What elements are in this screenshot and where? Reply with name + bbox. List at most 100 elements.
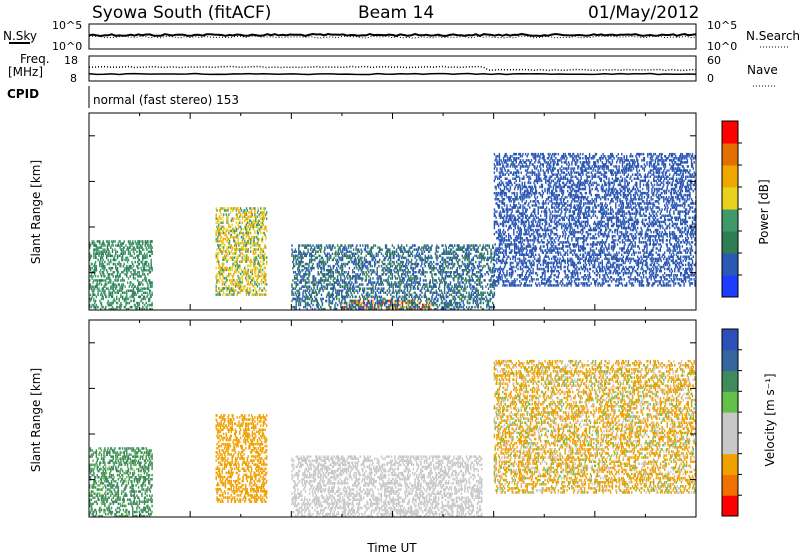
- data-cell: [481, 266, 484, 270]
- data-cell: [345, 248, 347, 251]
- data-cell: [496, 280, 498, 283]
- data-cell: [513, 171, 515, 174]
- data-cell: [474, 295, 476, 299]
- data-cell: [238, 217, 240, 220]
- data-cell: [459, 273, 461, 276]
- data-cell: [451, 303, 453, 307]
- data-cell: [473, 297, 475, 301]
- data-cell: [496, 167, 498, 170]
- data-cell: [459, 285, 462, 288]
- data-cell: [363, 305, 365, 309]
- data-cell: [356, 244, 358, 247]
- data-cell: [424, 246, 426, 249]
- data-cell: [239, 207, 242, 210]
- data-cell: [496, 257, 498, 261]
- data-cell: [493, 269, 496, 273]
- data-cell: [475, 299, 477, 303]
- data-cell: [355, 303, 357, 307]
- data-cell: [298, 291, 301, 294]
- data-cell: [501, 169, 503, 172]
- data-cell: [390, 271, 393, 274]
- data-cell: [254, 283, 256, 286]
- data-cell: [416, 281, 418, 284]
- data-cell: [230, 293, 232, 296]
- data-cell: [390, 256, 392, 260]
- data-cell: [115, 275, 117, 278]
- data-cell: [100, 258, 102, 262]
- data-cell: [449, 258, 451, 262]
- data-cell: [145, 242, 147, 245]
- data-cell: [258, 289, 260, 292]
- data-cell: [449, 289, 452, 292]
- data-cell: [307, 273, 309, 276]
- data-cell: [317, 266, 319, 270]
- data-cell: [493, 255, 496, 258]
- data-cell: [436, 244, 438, 247]
- data-cell: [234, 270, 237, 274]
- data-cell: [442, 269, 444, 272]
- data-cell: [110, 254, 112, 258]
- data-cell: [258, 227, 260, 231]
- data-cell: [235, 246, 238, 249]
- data-cell: [141, 307, 143, 311]
- data-cell: [457, 246, 459, 249]
- data-cell: [111, 266, 114, 270]
- data-cell: [312, 299, 314, 303]
- data-cell: [454, 289, 456, 292]
- data-cell: [341, 266, 344, 270]
- data-cell: [513, 163, 516, 166]
- data-cell: [118, 283, 120, 286]
- data-cell: [112, 301, 114, 305]
- data-cell: [312, 291, 314, 294]
- noise-right-tick-top: 10^5: [707, 19, 737, 32]
- data-cell: [255, 283, 258, 286]
- data-cell: [226, 260, 228, 263]
- data-cell: [500, 212, 502, 215]
- data-cell: [438, 279, 441, 282]
- data-cell: [124, 266, 126, 270]
- data-cell: [110, 285, 112, 288]
- data-cell: [131, 293, 133, 297]
- data-cell: [151, 269, 153, 272]
- data-cell: [501, 181, 503, 185]
- freq-tick-bottom: 8: [70, 72, 77, 85]
- data-cell: [149, 307, 152, 311]
- data-cell: [247, 264, 249, 268]
- data-cell: [96, 305, 98, 309]
- data-cell: [370, 299, 372, 303]
- data-cell: [131, 244, 133, 247]
- data-cell: [298, 260, 301, 264]
- data-cell: [403, 246, 405, 249]
- data-cell: [250, 289, 252, 292]
- data-cell: [362, 260, 364, 264]
- data-cell: [245, 258, 248, 261]
- data-cell: [250, 240, 252, 243]
- data-cell: [260, 260, 262, 263]
- data-cell: [235, 244, 238, 247]
- data-cell: [416, 293, 418, 297]
- data-cell: [495, 253, 497, 256]
- data-cell: [371, 303, 373, 307]
- data-cell: [92, 287, 94, 290]
- data-cell: [443, 285, 446, 288]
- data-cell: [373, 254, 375, 258]
- data-cell: [486, 258, 488, 262]
- data-cell: [510, 171, 512, 174]
- data-cell: [513, 191, 516, 195]
- data-cell: [470, 252, 472, 255]
- data-cell: [128, 285, 130, 288]
- data-cell: [454, 256, 457, 260]
- data-cell: [300, 281, 302, 284]
- data-cell: [423, 244, 426, 247]
- data-cell: [352, 252, 355, 255]
- data-cell: [115, 277, 117, 280]
- data-cell: [127, 297, 130, 301]
- data-cell: [480, 256, 482, 260]
- data-cell: [352, 275, 355, 278]
- data-cell: [220, 244, 222, 247]
- data-cell: [332, 273, 334, 276]
- data-cell: [410, 246, 412, 249]
- data-cell: [228, 246, 230, 249]
- data-cell: [393, 254, 395, 258]
- data-cell: [429, 299, 431, 303]
